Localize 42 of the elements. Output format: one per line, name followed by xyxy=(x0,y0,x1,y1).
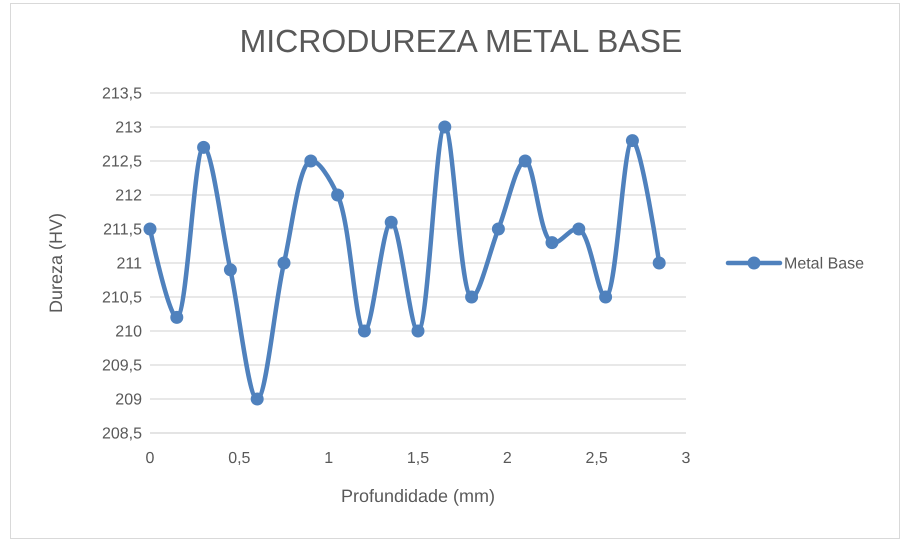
point xyxy=(626,134,639,148)
x-tick-label: 1 xyxy=(324,450,334,467)
point xyxy=(358,324,371,338)
point xyxy=(304,154,318,168)
x-tick-label: 0,5 xyxy=(228,450,251,467)
x-tick-label: 0 xyxy=(146,450,155,467)
chart-title: MICRODUREZA METAL BASE xyxy=(240,23,682,59)
y-tick-label: 213,5 xyxy=(102,86,142,103)
point xyxy=(384,216,398,229)
y-tick-label: 210 xyxy=(115,324,142,341)
point xyxy=(170,310,184,324)
point xyxy=(224,263,237,276)
y-tick-label: 211 xyxy=(116,256,142,273)
point xyxy=(144,222,156,236)
y-tick-label: 211,5 xyxy=(103,222,142,239)
point xyxy=(599,290,612,304)
point xyxy=(197,140,210,154)
x-tick-label: 2 xyxy=(502,450,512,467)
point xyxy=(492,222,505,236)
point xyxy=(572,222,586,236)
point xyxy=(278,256,290,270)
point xyxy=(438,120,452,134)
y-tick-label: 210,5 xyxy=(102,290,142,307)
y-tick-label: 209,5 xyxy=(102,358,142,375)
point xyxy=(465,290,478,304)
point xyxy=(546,236,558,250)
y-tick-label: 213 xyxy=(115,120,142,137)
x-tick-label: 3 xyxy=(682,450,691,467)
y-axis-title: Dureza (HV) xyxy=(46,212,66,314)
point xyxy=(331,188,344,202)
point xyxy=(652,256,666,270)
y-tick-label: 209 xyxy=(115,392,142,409)
y-tick-label: 208,5 xyxy=(102,426,142,443)
legend-label: Metal Base xyxy=(784,256,864,273)
x-tick-label: 2,5 xyxy=(586,450,608,467)
x-axis-title: Profundidade (mm) xyxy=(340,486,496,506)
point xyxy=(412,324,424,338)
x-tick-label: 1,5 xyxy=(406,450,430,467)
point xyxy=(518,154,532,168)
point xyxy=(250,392,264,406)
y-tick-label: 212,5 xyxy=(102,154,142,171)
y-tick-label: 212 xyxy=(115,188,142,205)
